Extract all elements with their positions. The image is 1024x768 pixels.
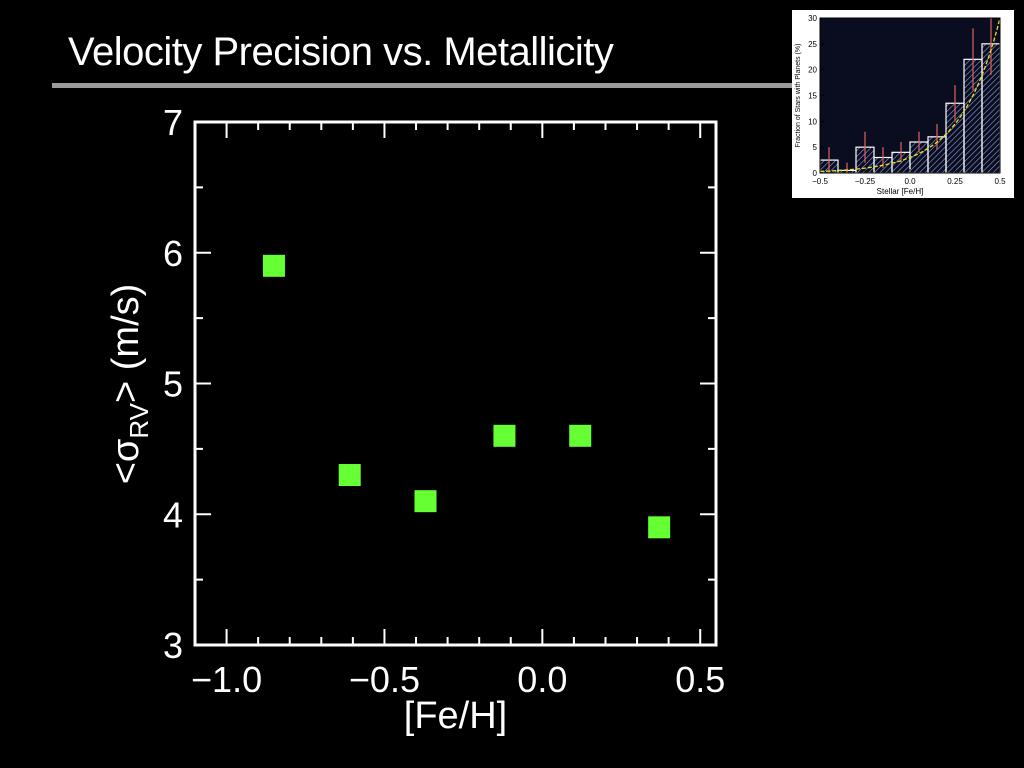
fit-curve [819,17,1001,173]
inset-x-axis-label: Stellar [Fe/H] [877,187,924,196]
inset-x-tick-label: −0.25 [855,177,876,186]
data-point [262,254,285,277]
x-axis-label: [Fe/H] [404,695,507,737]
y-tick-label: 6 [163,233,183,274]
x-tick-label: −1.0 [191,659,262,700]
y-tick-label: 3 [163,625,183,666]
x-tick-label: 0.0 [517,659,567,700]
inset-y-tick-label: 30 [808,14,817,23]
inset-x-tick-label: 0.0 [904,177,916,186]
y-tick-label: 4 [163,494,183,535]
inset-y-tick-label: 10 [808,117,817,126]
data-point [493,424,516,447]
data-point [414,490,437,513]
inset-y-axis-label: Fraction of Stars with Planets (%) [795,44,802,148]
slide-title: Velocity Precision vs. Metallicity [68,30,614,74]
inset-x-tick-label: 0.25 [947,177,963,186]
data-point [648,516,671,539]
x-tick-label: 0.5 [675,659,725,700]
inset-y-tick-label: 5 [813,143,818,152]
inset-x-tick-label: 0.5 [994,177,1006,186]
inset-y-tick-label: 20 [808,66,817,75]
data-point [569,424,592,447]
y-axis-label: <σRV> (m/s) [105,284,154,485]
inset-y-tick-label: 0 [813,169,818,178]
inset-y-tick-label: 15 [808,92,817,101]
y-tick-label: 5 [163,364,183,405]
inset-y-tick-label: 25 [808,40,817,49]
title-rule [52,83,792,88]
inset-x-tick-label: −0.5 [812,177,828,186]
x-tick-label: −0.5 [349,659,420,700]
y-tick-label: 7 [163,102,183,143]
data-point [338,464,361,487]
